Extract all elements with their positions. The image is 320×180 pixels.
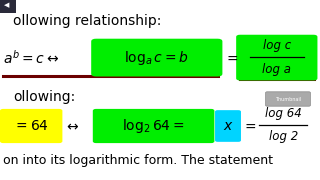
FancyBboxPatch shape xyxy=(93,109,214,143)
Text: $\log_a c = b$: $\log_a c = b$ xyxy=(124,49,189,67)
Text: log 2: log 2 xyxy=(268,130,298,143)
FancyBboxPatch shape xyxy=(0,109,62,143)
Text: Thumbnail: Thumbnail xyxy=(275,96,301,102)
Text: $\log_2 64 =$: $\log_2 64 =$ xyxy=(122,117,185,135)
Bar xyxy=(0,0,16,13)
Text: ◀: ◀ xyxy=(4,2,9,8)
Text: log a: log a xyxy=(262,63,291,76)
Text: $\leftrightarrow$: $\leftrightarrow$ xyxy=(64,119,80,133)
Text: $= 64$: $= 64$ xyxy=(13,119,49,133)
Text: $=$: $=$ xyxy=(224,51,239,65)
Text: ollowing relationship:: ollowing relationship: xyxy=(13,14,161,28)
Text: log 64: log 64 xyxy=(265,107,301,120)
Text: ollowing:: ollowing: xyxy=(13,90,75,104)
FancyBboxPatch shape xyxy=(215,110,241,142)
FancyBboxPatch shape xyxy=(236,35,317,80)
FancyBboxPatch shape xyxy=(91,39,222,76)
Text: on into its logarithmic form. The statement: on into its logarithmic form. The statem… xyxy=(3,154,273,167)
Text: $a^b = c \leftrightarrow$: $a^b = c \leftrightarrow$ xyxy=(3,49,59,67)
FancyBboxPatch shape xyxy=(266,92,310,106)
Text: $x$: $x$ xyxy=(223,119,233,133)
Text: log c: log c xyxy=(263,39,291,52)
Text: $=$: $=$ xyxy=(242,119,256,133)
